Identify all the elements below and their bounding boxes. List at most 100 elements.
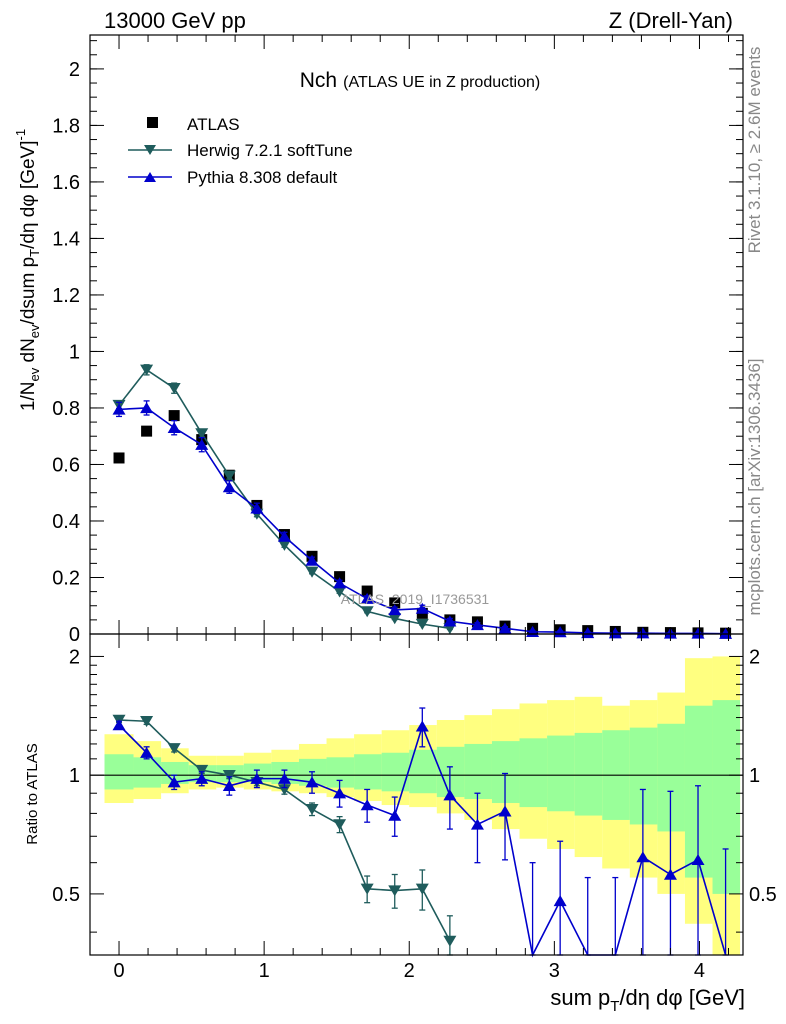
ratio-panel: 0.5 1 2 0.5 1 2 0 1 2 3 4 Ratio to ATLAS sum pT/dη… [24, 633, 777, 1015]
header-left: 13000 GeV pp [104, 8, 246, 33]
band-green-bin [684, 705, 713, 878]
data-point-pythia [470, 818, 484, 830]
data-point-pythia [112, 719, 126, 731]
ratio-ylabel: Ratio to ATLAS [24, 743, 41, 844]
legend-label-atlas: ATLAS [187, 115, 240, 134]
ratio-series-layer [112, 707, 729, 958]
ytick-label: 1.2 [52, 285, 80, 307]
ytick-label: 0.4 [52, 511, 80, 533]
data-point-herwig [443, 935, 457, 947]
data-point-herwig [333, 586, 347, 598]
series-line [118, 368, 450, 630]
xtick-label: 1 [259, 960, 270, 982]
data-point-pythia [250, 502, 264, 514]
xtick-label: 3 [549, 960, 560, 982]
legend-label-herwig: Herwig 7.2.1 softTune [187, 141, 353, 160]
data-point-herwig [305, 566, 319, 578]
data-point-herwig [333, 819, 347, 831]
data-point-pythia [691, 853, 705, 866]
band-green-bin [381, 752, 410, 792]
data-point-pythia [415, 720, 429, 732]
band-green-bin [464, 743, 492, 800]
data-point-pythia [305, 776, 319, 788]
data-point-atlas [113, 452, 125, 464]
ratio-frame [89, 633, 744, 956]
data-point-pythia [222, 779, 236, 791]
data-point-pythia [388, 809, 402, 821]
band-green-bin [161, 761, 189, 784]
data-point-herwig [360, 606, 374, 618]
data-point-pythia [691, 627, 705, 639]
ytick-label-right: 2 [749, 646, 760, 668]
data-point-atlas [389, 597, 401, 609]
data-point-pythia [663, 868, 677, 880]
data-point-pythia [277, 530, 291, 542]
xlabel: sum pT/dη dφ [GeV] [550, 985, 745, 1015]
data-point-pythia [443, 789, 457, 801]
legend-marker-herwig [144, 145, 156, 155]
data-point-pythia [305, 554, 319, 566]
ratio-bands [90, 656, 743, 955]
data-point-pythia [195, 438, 209, 450]
data-point-pythia [443, 615, 457, 627]
chart-subtitle: (ATLAS UE in Z production) [343, 74, 540, 91]
data-point-pythia [360, 592, 374, 604]
data-point-pythia [222, 481, 236, 493]
data-point-pythia [415, 602, 429, 614]
band-green-bin [491, 741, 520, 804]
data-point-atlas [361, 585, 373, 597]
mcplots-label: mcplots.cern.ch [arXiv:1306.3436] [745, 358, 764, 615]
data-point-herwig [167, 743, 181, 755]
data-point-herwig [140, 364, 154, 376]
data-point-pythia [167, 776, 181, 788]
band-green-bin [519, 738, 548, 808]
data-point-pythia [470, 619, 484, 631]
legend-marker-atlas [147, 117, 158, 128]
ytick-label-right: 0.5 [749, 884, 777, 906]
ytick-label: 0 [69, 624, 80, 646]
data-point-herwig [167, 382, 181, 395]
main-ticks: 0 0.2 0.4 0.6 0.8 1 1.2 1.4 1.6 1.8 2 [52, 35, 743, 646]
band-green-bin [547, 735, 575, 812]
band-green-bin [629, 727, 658, 825]
data-point-pythia [140, 746, 154, 758]
data-point-herwig [195, 428, 209, 440]
ratio-ticks: 0.5 1 2 0.5 1 2 0 1 2 3 4 [52, 634, 777, 982]
band-green-bin [133, 757, 162, 788]
band-green-bin [326, 757, 355, 788]
data-point-pythia [112, 403, 126, 415]
data-point-herwig [388, 613, 402, 625]
data-point-pythia [498, 805, 512, 817]
data-point-pythia [333, 577, 347, 589]
data-point-herwig [195, 764, 209, 776]
data-point-pythia [636, 627, 650, 639]
data-point-pythia [360, 799, 374, 811]
data-point-pythia [277, 772, 291, 784]
data-point-pythia [167, 421, 181, 433]
ytick-label: 1.6 [52, 172, 80, 194]
chart-title: Nch [300, 69, 337, 92]
data-point-pythia [553, 895, 567, 907]
data-point-herwig [415, 618, 429, 630]
band-green-bin [657, 723, 685, 832]
ytick-label: 1.8 [52, 115, 80, 137]
band-green-bin [409, 749, 437, 794]
main-panel: 0 0.2 0.4 0.6 0.8 1 1.2 1.4 1.6 1.8 2 Nch (ATLAS UE… [13, 34, 744, 646]
data-point-herwig [222, 769, 236, 782]
data-point-pythia [195, 772, 209, 784]
ytick-label: 1 [69, 765, 80, 787]
data-point-atlas [141, 425, 153, 437]
data-point-atlas [334, 571, 346, 583]
data-point-herwig [360, 883, 374, 895]
header-right: Z (Drell-Yan) [609, 8, 733, 33]
data-point-pythia [140, 402, 154, 414]
xtick-label: 2 [404, 960, 415, 982]
data-point-pythia [333, 787, 347, 799]
ytick-label: 2 [69, 646, 80, 668]
ytick-label: 2 [69, 59, 80, 81]
legend: ATLAS Herwig 7.2.1 softTune Pythia 8.308… [128, 115, 353, 187]
band-green-bin [574, 732, 603, 816]
rivet-label: Rivet 3.1.10, ≥ 2.6M events [745, 47, 764, 254]
ytick-label: 0.8 [52, 398, 80, 420]
